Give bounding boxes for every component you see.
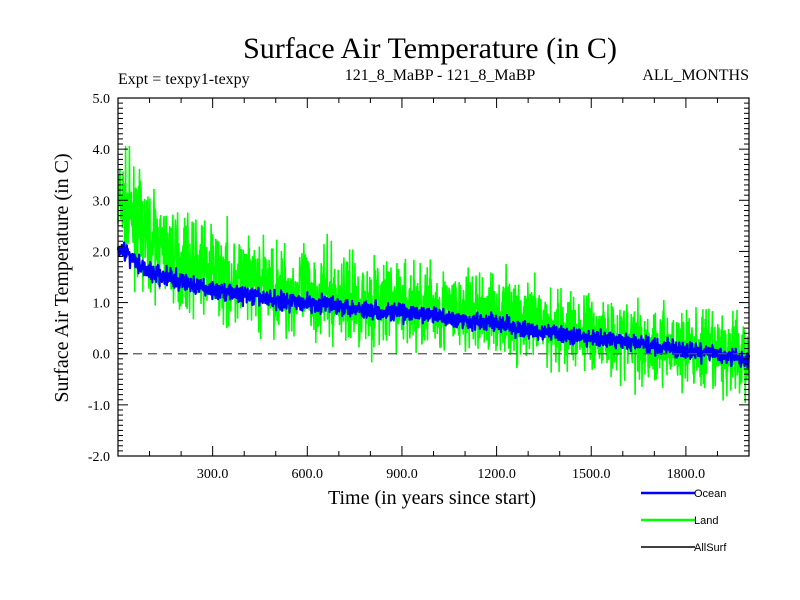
y-tick-label: 2.0 [93, 245, 111, 260]
plot-frame [117, 97, 750, 457]
y-tick-label: 5.0 [93, 92, 111, 107]
land-line [117, 145, 750, 404]
ocean-line [116, 241, 751, 369]
land-series [117, 145, 750, 404]
axis-tick-labels: 300.0 600.0 900.0 1200.0 1500.0 1800.0 -2.0 -1.… [88, 92, 705, 482]
subtitle-months: ALL_MONTHS [642, 67, 749, 84]
y-axis-label: Surface Air Temperature (in C) [51, 153, 73, 402]
legend-label-land: Land [694, 515, 718, 527]
legend-label-allsurf: AllSurf [694, 542, 727, 554]
x-tick-label: 1500.0 [572, 467, 611, 482]
axis-ticks [118, 97, 749, 457]
y-tick-label: -1.0 [88, 399, 110, 414]
y-tick-label: 0.0 [93, 348, 111, 363]
subtitle-period: 121_8_MaBP - 121_8_MaBP [345, 67, 536, 84]
legend-label-ocean: Ocean [694, 488, 726, 500]
legend: Ocean Land AllSurf [641, 488, 727, 554]
y-tick-label: -2.0 [88, 450, 110, 465]
y-tick-label: 4.0 [93, 143, 111, 158]
x-tick-label: 1200.0 [477, 467, 516, 482]
x-axis-label: Time (in years since start) [328, 487, 536, 509]
x-tick-label: 300.0 [197, 467, 229, 482]
y-tick-label: 1.0 [93, 297, 111, 312]
x-tick-label: 600.0 [292, 467, 324, 482]
x-tick-label: 900.0 [386, 467, 418, 482]
x-tick-label: 1800.0 [667, 467, 706, 482]
subtitle-experiment: Expt = texpy1-texpy [118, 71, 250, 88]
ocean-series [116, 241, 751, 369]
chart-title: Surface Air Temperature (in C) [243, 32, 617, 65]
y-tick-label: 3.0 [93, 194, 111, 209]
